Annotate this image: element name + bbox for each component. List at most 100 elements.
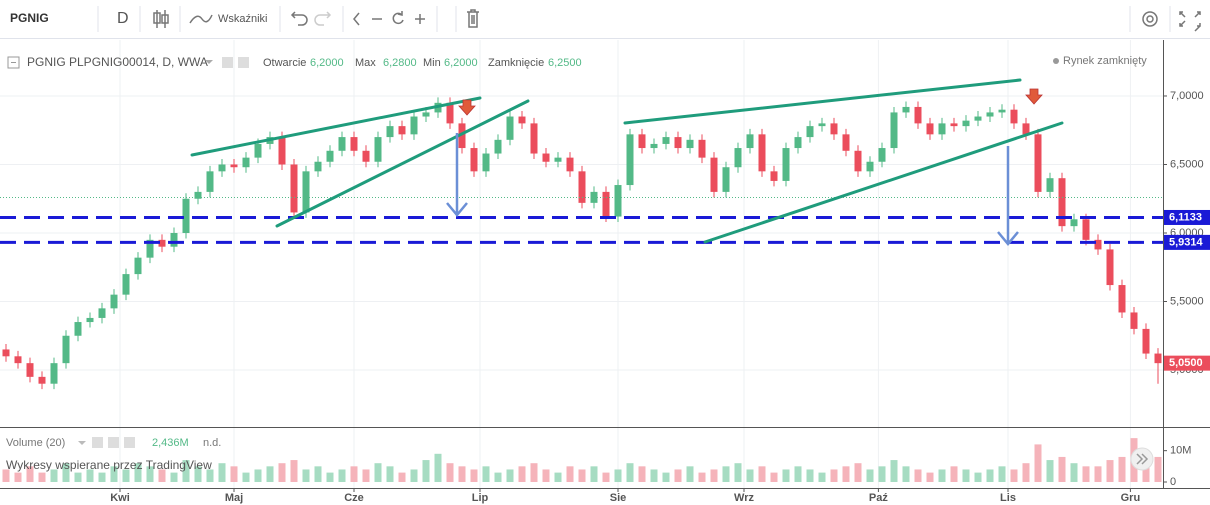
volume-bar	[1082, 466, 1090, 482]
toolbar: PGNIG D Wskaźniki	[0, 0, 1210, 39]
candle-body	[458, 123, 466, 149]
candle-body	[758, 134, 766, 172]
candle-body	[506, 116, 514, 140]
candle-body	[158, 239, 166, 247]
y-tick-label: 6,5000	[1170, 158, 1204, 170]
volume-bar	[1154, 456, 1162, 482]
candle-body	[134, 257, 142, 275]
volume-bar	[962, 469, 970, 482]
open-value: 6,2000	[310, 57, 344, 69]
volume-bar	[254, 469, 262, 482]
fullscreen[interactable]	[1179, 11, 1201, 32]
candle-body	[122, 274, 130, 295]
candle-body	[650, 143, 658, 149]
zoom-in[interactable]	[415, 14, 425, 24]
level-label: 5,9314	[1169, 236, 1204, 248]
candle-body	[422, 112, 430, 117]
x-tick-label: Sie	[610, 492, 627, 504]
y-tick-label: 7,0000	[1170, 90, 1204, 102]
candle-body	[1022, 123, 1030, 135]
indicators-icon[interactable]	[189, 14, 213, 24]
volume-bar	[1058, 456, 1066, 482]
candle-body	[86, 317, 94, 323]
candle-body	[38, 376, 46, 384]
candle-body	[998, 109, 1006, 113]
candle-body	[410, 116, 418, 135]
candle-body	[470, 148, 478, 172]
volume-bar	[470, 469, 478, 482]
candle-body	[890, 112, 898, 149]
volume-bar	[1046, 460, 1054, 482]
redo[interactable]	[314, 11, 332, 26]
candle-body	[686, 139, 694, 149]
volume-bar	[950, 466, 958, 482]
candle-body	[842, 134, 850, 151]
volume-bar	[566, 466, 574, 482]
legend: PGNIG PLPGNIG00014, D, WWA Otwarcie 6,20…	[6, 55, 1154, 472]
level-label: 6,1133	[1169, 211, 1202, 223]
last-price-box	[1164, 355, 1210, 371]
candle-body	[446, 102, 454, 124]
x-tick-label: Paź	[869, 492, 888, 504]
candle-body	[674, 137, 682, 149]
x-tick-label: Lis	[1000, 492, 1016, 504]
signal-arrows	[458, 88, 1043, 116]
candle-body	[230, 164, 238, 168]
undo[interactable]	[290, 11, 308, 26]
candle-body	[830, 123, 838, 135]
candle-body	[962, 120, 970, 127]
candle-body	[1070, 219, 1078, 227]
candle-body	[974, 116, 982, 121]
volume-bar	[998, 466, 1006, 482]
volume-bar	[782, 469, 790, 482]
volume-bar	[938, 469, 946, 482]
volume-bar	[182, 460, 190, 482]
settings[interactable]	[1142, 11, 1158, 27]
volume-bar	[230, 466, 238, 482]
volume-bar	[218, 463, 226, 482]
volume-bar	[926, 472, 934, 482]
market-status: Rynek zamknięty	[1063, 55, 1147, 67]
candle-body	[74, 322, 82, 336]
volume-bar	[386, 466, 394, 482]
candle-body	[362, 150, 370, 162]
volume-bar	[314, 466, 322, 482]
volume-bar	[266, 466, 274, 482]
symbol[interactable]: PGNIG	[10, 11, 49, 25]
candle-body	[206, 171, 214, 192]
candle-body	[14, 356, 22, 364]
volume-title: Volume (20)	[6, 437, 65, 449]
volume-bar	[602, 472, 610, 482]
volume-bar	[98, 472, 106, 482]
candle-body	[98, 308, 106, 318]
candle-body	[170, 232, 178, 247]
volume-bar	[26, 466, 34, 482]
attribution[interactable]: Wykresy wspierane przez TradingView	[6, 458, 212, 472]
delete[interactable]	[467, 9, 479, 28]
candle-body	[182, 198, 190, 233]
interval[interactable]: D	[117, 10, 129, 27]
candle-body	[902, 106, 910, 113]
candle-body	[2, 349, 10, 357]
volume-bar	[638, 466, 646, 482]
volume-bar	[578, 469, 586, 482]
candle-body	[62, 335, 70, 364]
volume-bar	[674, 469, 682, 482]
volume-bar	[818, 472, 826, 482]
volume-bar	[686, 466, 694, 482]
volume-bar	[842, 466, 850, 482]
indicators[interactable]: Wskaźniki	[218, 13, 268, 25]
candle-body	[782, 148, 790, 181]
candle-body	[722, 167, 730, 192]
y-tick-label: 5,5000	[1170, 295, 1204, 307]
candle-body	[626, 134, 634, 186]
volume-bar	[1022, 463, 1030, 482]
volume-bar	[722, 466, 730, 482]
scroll-left[interactable]	[353, 12, 360, 26]
candle-body	[1154, 353, 1162, 364]
candle-body	[542, 153, 550, 162]
chart-type-icon[interactable]	[153, 10, 169, 28]
reset[interactable]	[392, 11, 404, 25]
x-tick-label: Maj	[225, 492, 243, 504]
volume-bar	[422, 460, 430, 482]
